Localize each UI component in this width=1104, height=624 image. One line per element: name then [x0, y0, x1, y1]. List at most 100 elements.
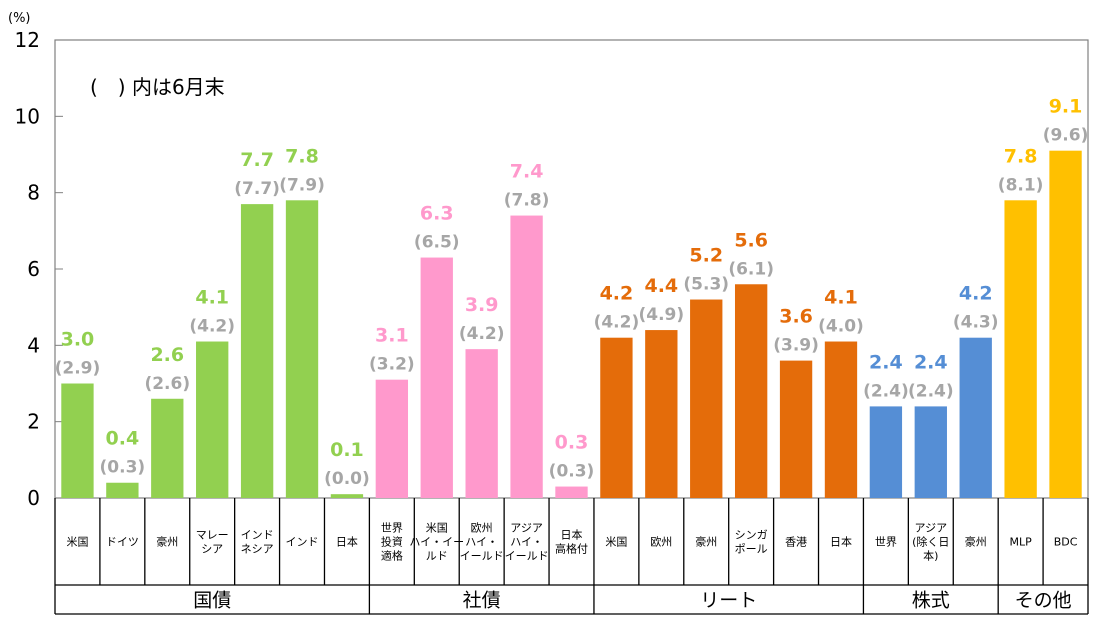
value-label: 2.6 — [150, 344, 184, 366]
prior-value-label: (9.6) — [1043, 126, 1089, 146]
bar — [465, 349, 498, 498]
prior-value-label: (4.2) — [459, 324, 505, 344]
bar — [510, 215, 543, 499]
category-label: 豪州 — [965, 535, 987, 549]
prior-value-label: (4.9) — [638, 305, 684, 325]
prior-value-label: (7.7) — [234, 179, 280, 199]
y-tick-label: 12 — [15, 28, 40, 52]
y-axis: 0 2 4 6 8 10 12 — [15, 28, 63, 510]
bar — [869, 406, 903, 498]
prior-value-label: (4.2) — [189, 317, 235, 337]
prior-value-label: (2.4) — [908, 381, 954, 401]
category-label: シンガポール — [735, 529, 768, 556]
value-label: 3.0 — [61, 329, 95, 351]
group-label: リート — [700, 590, 757, 612]
prior-value-label: (2.9) — [55, 359, 101, 379]
category-label: インドネシア — [241, 529, 274, 556]
value-label: 7.7 — [240, 149, 274, 171]
category-label: アジア(除く日本) — [912, 522, 949, 563]
prior-value-label: (0.3) — [549, 462, 595, 482]
category-label: MLP — [1009, 536, 1032, 549]
bars — [61, 150, 1082, 499]
bar — [375, 379, 409, 498]
value-label: 4.2 — [959, 283, 993, 305]
chart-annotation-note: ( ) 内は6月末 — [90, 75, 225, 99]
y-axis-unit-label: (%) — [8, 11, 31, 26]
bar — [240, 204, 274, 498]
category-label: 香港 — [785, 536, 807, 549]
bar — [61, 383, 94, 498]
category-label: 欧州 — [650, 536, 672, 549]
prior-value-label: (0.3) — [100, 458, 146, 478]
value-label: 7.8 — [1004, 145, 1038, 167]
prior-value-label: (4.0) — [818, 317, 864, 337]
category-label: インド — [286, 536, 319, 549]
prior-value-label: (0.0) — [324, 469, 370, 489]
category-label: 豪州 — [156, 535, 178, 549]
group-label: 株式 — [912, 590, 950, 612]
value-label: 4.4 — [644, 275, 678, 297]
value-label: 7.8 — [285, 145, 319, 167]
prior-value-label: (6.1) — [728, 259, 774, 279]
value-label: 2.4 — [869, 351, 903, 373]
value-label: 3.9 — [465, 294, 499, 316]
category-label: 米国ハイ・イールド — [409, 522, 464, 563]
category-label: 米国 — [605, 536, 627, 549]
bar — [151, 398, 184, 498]
category-label: 豪州 — [695, 535, 717, 549]
bar — [734, 284, 768, 498]
bar — [106, 482, 139, 498]
group-label: 国債 — [193, 590, 231, 612]
y-tick-label: 2 — [27, 410, 40, 434]
category-label: アジアハイ・イールド — [505, 522, 549, 563]
value-label: 4.1 — [824, 287, 858, 309]
bar — [779, 360, 813, 498]
value-label: 0.3 — [555, 432, 589, 454]
prior-value-label: (4.3) — [953, 313, 999, 333]
value-label: 5.6 — [734, 229, 768, 251]
y-tick-label: 10 — [15, 104, 40, 128]
bar — [690, 299, 723, 498]
group-label: その他 — [1015, 590, 1072, 612]
bar — [330, 494, 364, 498]
value-label: 3.6 — [779, 306, 813, 328]
prior-value-label: (7.8) — [504, 191, 550, 211]
value-label: 7.4 — [510, 161, 544, 183]
prior-value-label: (7.9) — [279, 175, 325, 195]
bar — [1004, 200, 1037, 499]
category-label: ドイツ — [106, 536, 139, 549]
y-tick-label: 6 — [27, 257, 40, 281]
category-label: 日本高格付 — [555, 528, 588, 556]
bar — [600, 337, 633, 498]
y-tick-label: 0 — [27, 486, 40, 510]
value-label: 6.3 — [420, 203, 454, 225]
category-label: 世界 — [875, 536, 897, 549]
category-label: マレーシア — [196, 529, 229, 556]
value-label: 2.4 — [914, 351, 948, 373]
value-label: 4.2 — [600, 283, 634, 305]
category-label: 日本 — [830, 535, 852, 549]
prior-value-label: (3.2) — [369, 355, 415, 375]
category-label: BDC — [1054, 536, 1078, 549]
group-label: 社債 — [463, 590, 501, 612]
value-label: 0.4 — [106, 428, 140, 450]
bar — [555, 486, 588, 498]
prior-value-label: (2.6) — [144, 374, 190, 394]
bar — [824, 341, 858, 498]
bar — [1049, 150, 1082, 498]
y-tick-label: 4 — [27, 333, 40, 357]
y-tick-label: 8 — [27, 181, 40, 205]
category-label: 世界投資適格 — [381, 522, 403, 563]
prior-value-label: (8.1) — [998, 175, 1044, 195]
category-label: 米国 — [66, 536, 88, 549]
value-label: 4.1 — [195, 287, 229, 309]
bar — [420, 257, 453, 498]
prior-value-label: (6.5) — [414, 233, 460, 253]
prior-value-label: (3.9) — [773, 336, 819, 356]
bar — [645, 330, 678, 498]
value-label: 0.1 — [330, 439, 364, 461]
value-label: 5.2 — [689, 245, 723, 267]
value-label: 9.1 — [1049, 96, 1083, 118]
